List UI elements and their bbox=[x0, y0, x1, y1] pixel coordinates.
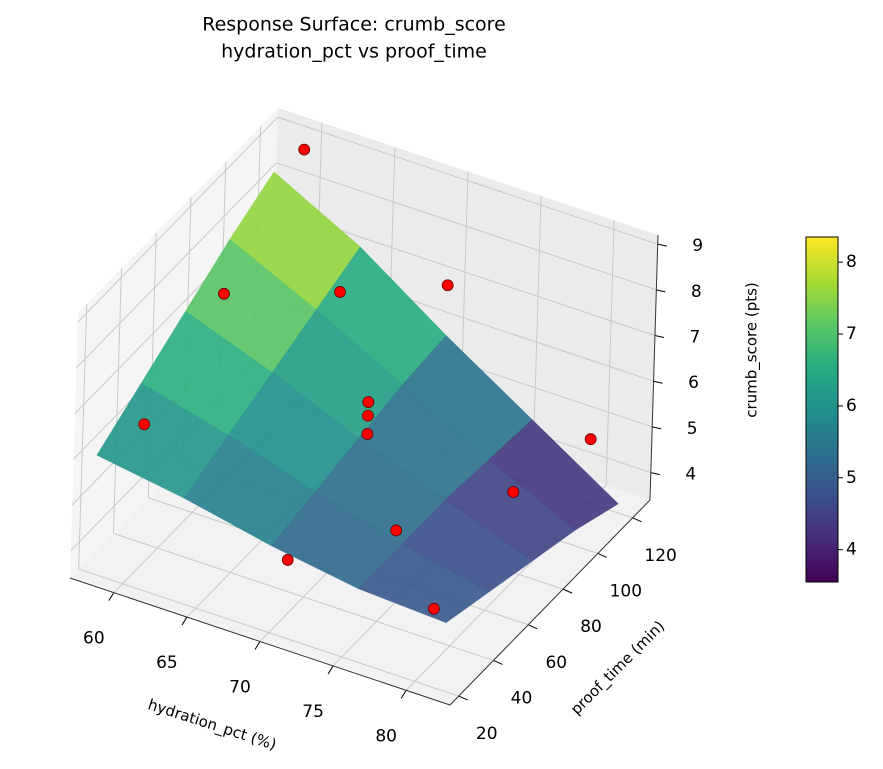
grid-line bbox=[276, 162, 657, 291]
chart-title: Response Surface: crumb_score bbox=[202, 14, 506, 36]
chart-subtitle: hydration_pct vs proof_time bbox=[221, 41, 487, 63]
data-point bbox=[218, 287, 230, 300]
z-tick-label: 6 bbox=[688, 373, 699, 393]
axis-line bbox=[69, 577, 451, 706]
axis-line bbox=[449, 499, 651, 706]
y-tick-label: 60 bbox=[545, 653, 567, 673]
data-point bbox=[390, 524, 403, 537]
tick-mark bbox=[650, 472, 660, 476]
tick-mark bbox=[652, 426, 662, 430]
x-axis-label: hydration_pct (%) bbox=[145, 695, 278, 754]
tick-mark bbox=[597, 553, 608, 558]
data-point bbox=[507, 486, 520, 498]
grid-line bbox=[605, 220, 615, 486]
data-point bbox=[334, 286, 346, 298]
z-tick-label: 9 bbox=[692, 236, 703, 256]
z-axis-label: crumb_score (pts) bbox=[743, 282, 762, 418]
data-point bbox=[361, 428, 374, 440]
tick-mark bbox=[632, 517, 642, 523]
grid-line bbox=[113, 532, 494, 661]
y-tick-label: 100 bbox=[610, 581, 642, 601]
x-tick-label: 70 bbox=[229, 678, 251, 698]
grid-line bbox=[532, 195, 542, 461]
tick-mark bbox=[653, 380, 663, 384]
z-tick-label: 7 bbox=[690, 328, 701, 348]
data-point bbox=[362, 409, 374, 422]
data-point bbox=[441, 279, 454, 292]
colorbar-tick-label: 7 bbox=[846, 324, 857, 344]
axis-line bbox=[649, 234, 659, 501]
tick-mark bbox=[458, 695, 468, 701]
grid-line bbox=[277, 116, 658, 245]
y-tick-label: 80 bbox=[580, 617, 602, 637]
data-point bbox=[584, 433, 597, 446]
grid-line bbox=[75, 162, 277, 369]
colorbar-tick-label: 6 bbox=[846, 396, 857, 416]
x-tick-label: 65 bbox=[156, 653, 178, 673]
data-point bbox=[427, 602, 440, 615]
x-tick-label: 75 bbox=[302, 702, 324, 722]
z-tick-label: 8 bbox=[691, 282, 702, 302]
data-point bbox=[362, 396, 375, 408]
y-tick-label: 40 bbox=[511, 688, 533, 708]
grid-line bbox=[78, 304, 88, 570]
colorbar-tick-label: 8 bbox=[846, 252, 857, 272]
grid-line bbox=[77, 116, 279, 323]
tick-mark bbox=[528, 624, 538, 630]
colorbar bbox=[805, 236, 839, 583]
tick-mark bbox=[327, 665, 334, 675]
tick-mark bbox=[656, 289, 666, 293]
data-point bbox=[281, 554, 294, 566]
x-tick-label: 60 bbox=[83, 629, 105, 649]
data-point bbox=[138, 418, 151, 431]
data-point bbox=[298, 143, 311, 156]
tick-mark bbox=[400, 690, 407, 699]
tick-mark bbox=[657, 243, 667, 247]
tick-mark bbox=[654, 335, 665, 339]
tick-mark bbox=[254, 641, 261, 650]
colorbar-tick-label: 5 bbox=[846, 468, 857, 488]
y-tick-label: 20 bbox=[476, 724, 498, 744]
tick-mark bbox=[493, 659, 503, 665]
tick-mark bbox=[108, 592, 115, 601]
colorbar-tick-label: 4 bbox=[846, 540, 857, 560]
y-tick-label: 120 bbox=[644, 546, 676, 566]
z-tick-label: 5 bbox=[687, 419, 698, 439]
grid-line bbox=[112, 268, 122, 534]
grid-line bbox=[78, 568, 459, 697]
surface-patch bbox=[358, 543, 490, 623]
z-tick-label: 4 bbox=[685, 465, 696, 485]
x-tick-label: 80 bbox=[375, 726, 397, 746]
tick-mark bbox=[181, 616, 188, 626]
tick-mark bbox=[562, 588, 573, 594]
